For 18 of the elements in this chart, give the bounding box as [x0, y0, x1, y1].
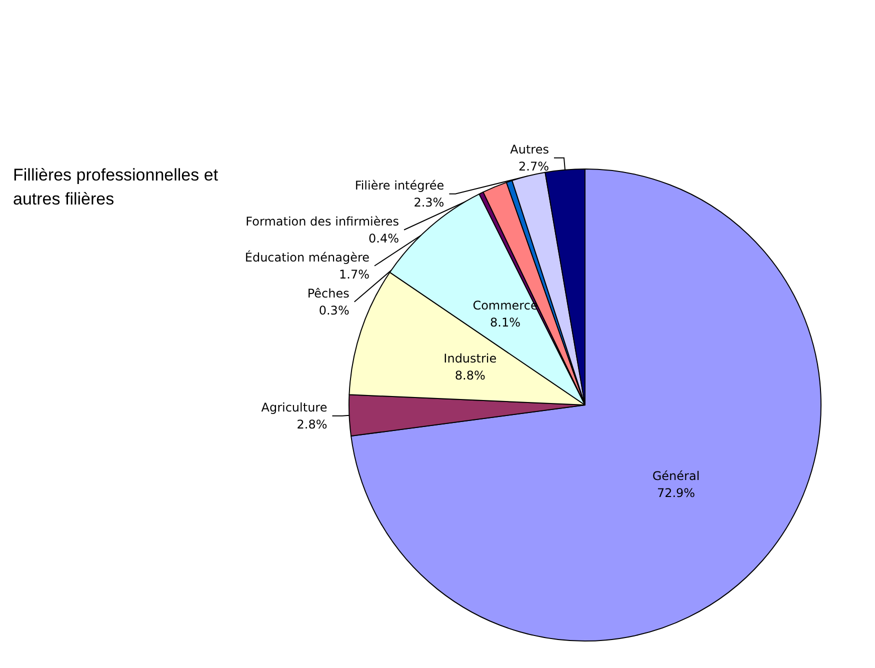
- slice-label: Formation des infirmières: [246, 214, 400, 228]
- data-label: 8.8%: [454, 368, 486, 382]
- data-label: 8.1%: [490, 315, 521, 330]
- slice-label: Agriculture: [261, 400, 328, 414]
- data-label: 1.7%: [339, 267, 370, 282]
- data-label: 2.3%: [414, 195, 444, 210]
- slice-label: Éducation ménagère: [244, 249, 370, 264]
- data-label: 0.4%: [368, 231, 400, 246]
- slice-label: Filière intégrée: [354, 178, 444, 192]
- data-label: 72.9%: [656, 486, 696, 500]
- data-label: 0.3%: [318, 303, 350, 318]
- text: Fillières professionnelles et autres filières: [13, 166, 223, 208]
- data-label: 2.7%: [518, 159, 549, 174]
- slice-label: Général: [652, 469, 700, 484]
- slice-label: Pêches: [307, 286, 350, 300]
- data-label: 2.8%: [296, 417, 328, 432]
- slice-label: Autres: [510, 142, 549, 156]
- slice-label: Industrie: [444, 351, 497, 366]
